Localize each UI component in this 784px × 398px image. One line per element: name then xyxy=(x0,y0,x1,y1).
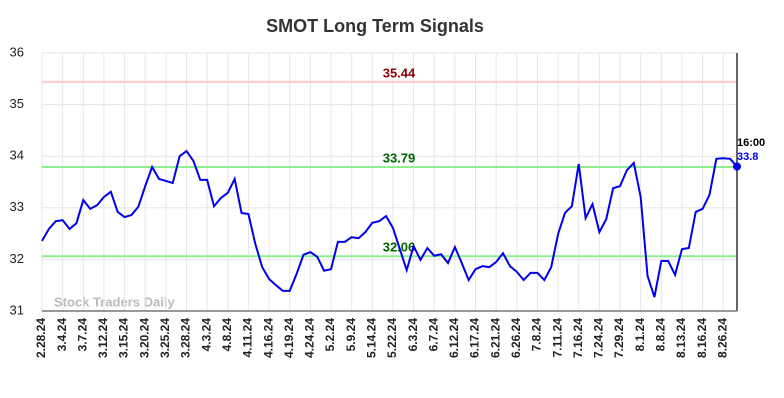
y-tick-label: 36 xyxy=(10,44,24,59)
x-tick-label: 4.24.24 xyxy=(303,318,317,358)
x-tick-label: 6.3.24 xyxy=(406,318,420,352)
x-tick-label: 3.25.24 xyxy=(158,318,172,358)
watermark: Stock Traders Daily xyxy=(54,294,175,309)
x-tick-label: 3.4.24 xyxy=(55,318,69,352)
x-tick-label: 3.7.24 xyxy=(75,318,89,352)
x-tick-label: 4.16.24 xyxy=(261,318,275,358)
last-value-label: 33.8 xyxy=(737,151,758,163)
x-tick-label: 6.7.24 xyxy=(426,318,440,352)
x-tick-label: 8.1.24 xyxy=(633,318,647,352)
last-point xyxy=(733,162,741,171)
x-tick-label: 5.9.24 xyxy=(344,318,358,352)
y-tick-label: 33 xyxy=(10,199,24,214)
x-tick-label: 8.16.24 xyxy=(695,318,709,358)
level-label: 33.79 xyxy=(383,150,416,165)
x-tick-label: 3.15.24 xyxy=(117,318,131,358)
x-tick-label: 8.13.24 xyxy=(674,318,688,358)
x-tick-label: 4.19.24 xyxy=(282,318,296,358)
x-tick-label: 3.28.24 xyxy=(179,318,193,358)
x-tick-label: 7.8.24 xyxy=(530,318,544,352)
last-time-label: 16:00 xyxy=(737,137,765,149)
x-tick-label: 6.12.24 xyxy=(447,318,461,358)
series-line xyxy=(41,149,738,298)
x-tick-label: 2.28.24 xyxy=(34,318,48,358)
x-tick-label: 6.21.24 xyxy=(488,318,502,358)
y-tick-label: 34 xyxy=(10,148,24,163)
x-tick-label: 7.29.24 xyxy=(612,318,626,358)
level-label: 35.44 xyxy=(383,65,416,80)
x-tick-label: 6.17.24 xyxy=(468,318,482,358)
x-tick-label: 8.26.24 xyxy=(715,318,729,358)
x-tick-label: 4.8.24 xyxy=(220,318,234,352)
chart-title: SMOT Long Term Signals xyxy=(266,16,484,36)
x-tick-label: 5.2.24 xyxy=(323,318,337,352)
y-tick-label: 35 xyxy=(10,96,24,111)
y-tick-label: 32 xyxy=(10,251,24,266)
x-tick-label: 4.3.24 xyxy=(199,318,213,352)
y-tick-label: 31 xyxy=(10,302,24,317)
x-tick-label: 3.12.24 xyxy=(96,318,110,358)
x-tick-label: 8.8.24 xyxy=(653,318,667,352)
x-tick-label: 7.11.24 xyxy=(550,318,564,358)
x-tick-label: 5.14.24 xyxy=(364,318,378,358)
x-tick-label: 5.22.24 xyxy=(385,318,399,358)
x-tick-label: 3.20.24 xyxy=(137,318,151,358)
x-tick-label: 7.16.24 xyxy=(571,318,585,358)
x-tick-label: 4.11.24 xyxy=(241,318,255,358)
x-tick-label: 7.24.24 xyxy=(592,318,606,358)
x-tick-label: 6.26.24 xyxy=(509,318,523,358)
